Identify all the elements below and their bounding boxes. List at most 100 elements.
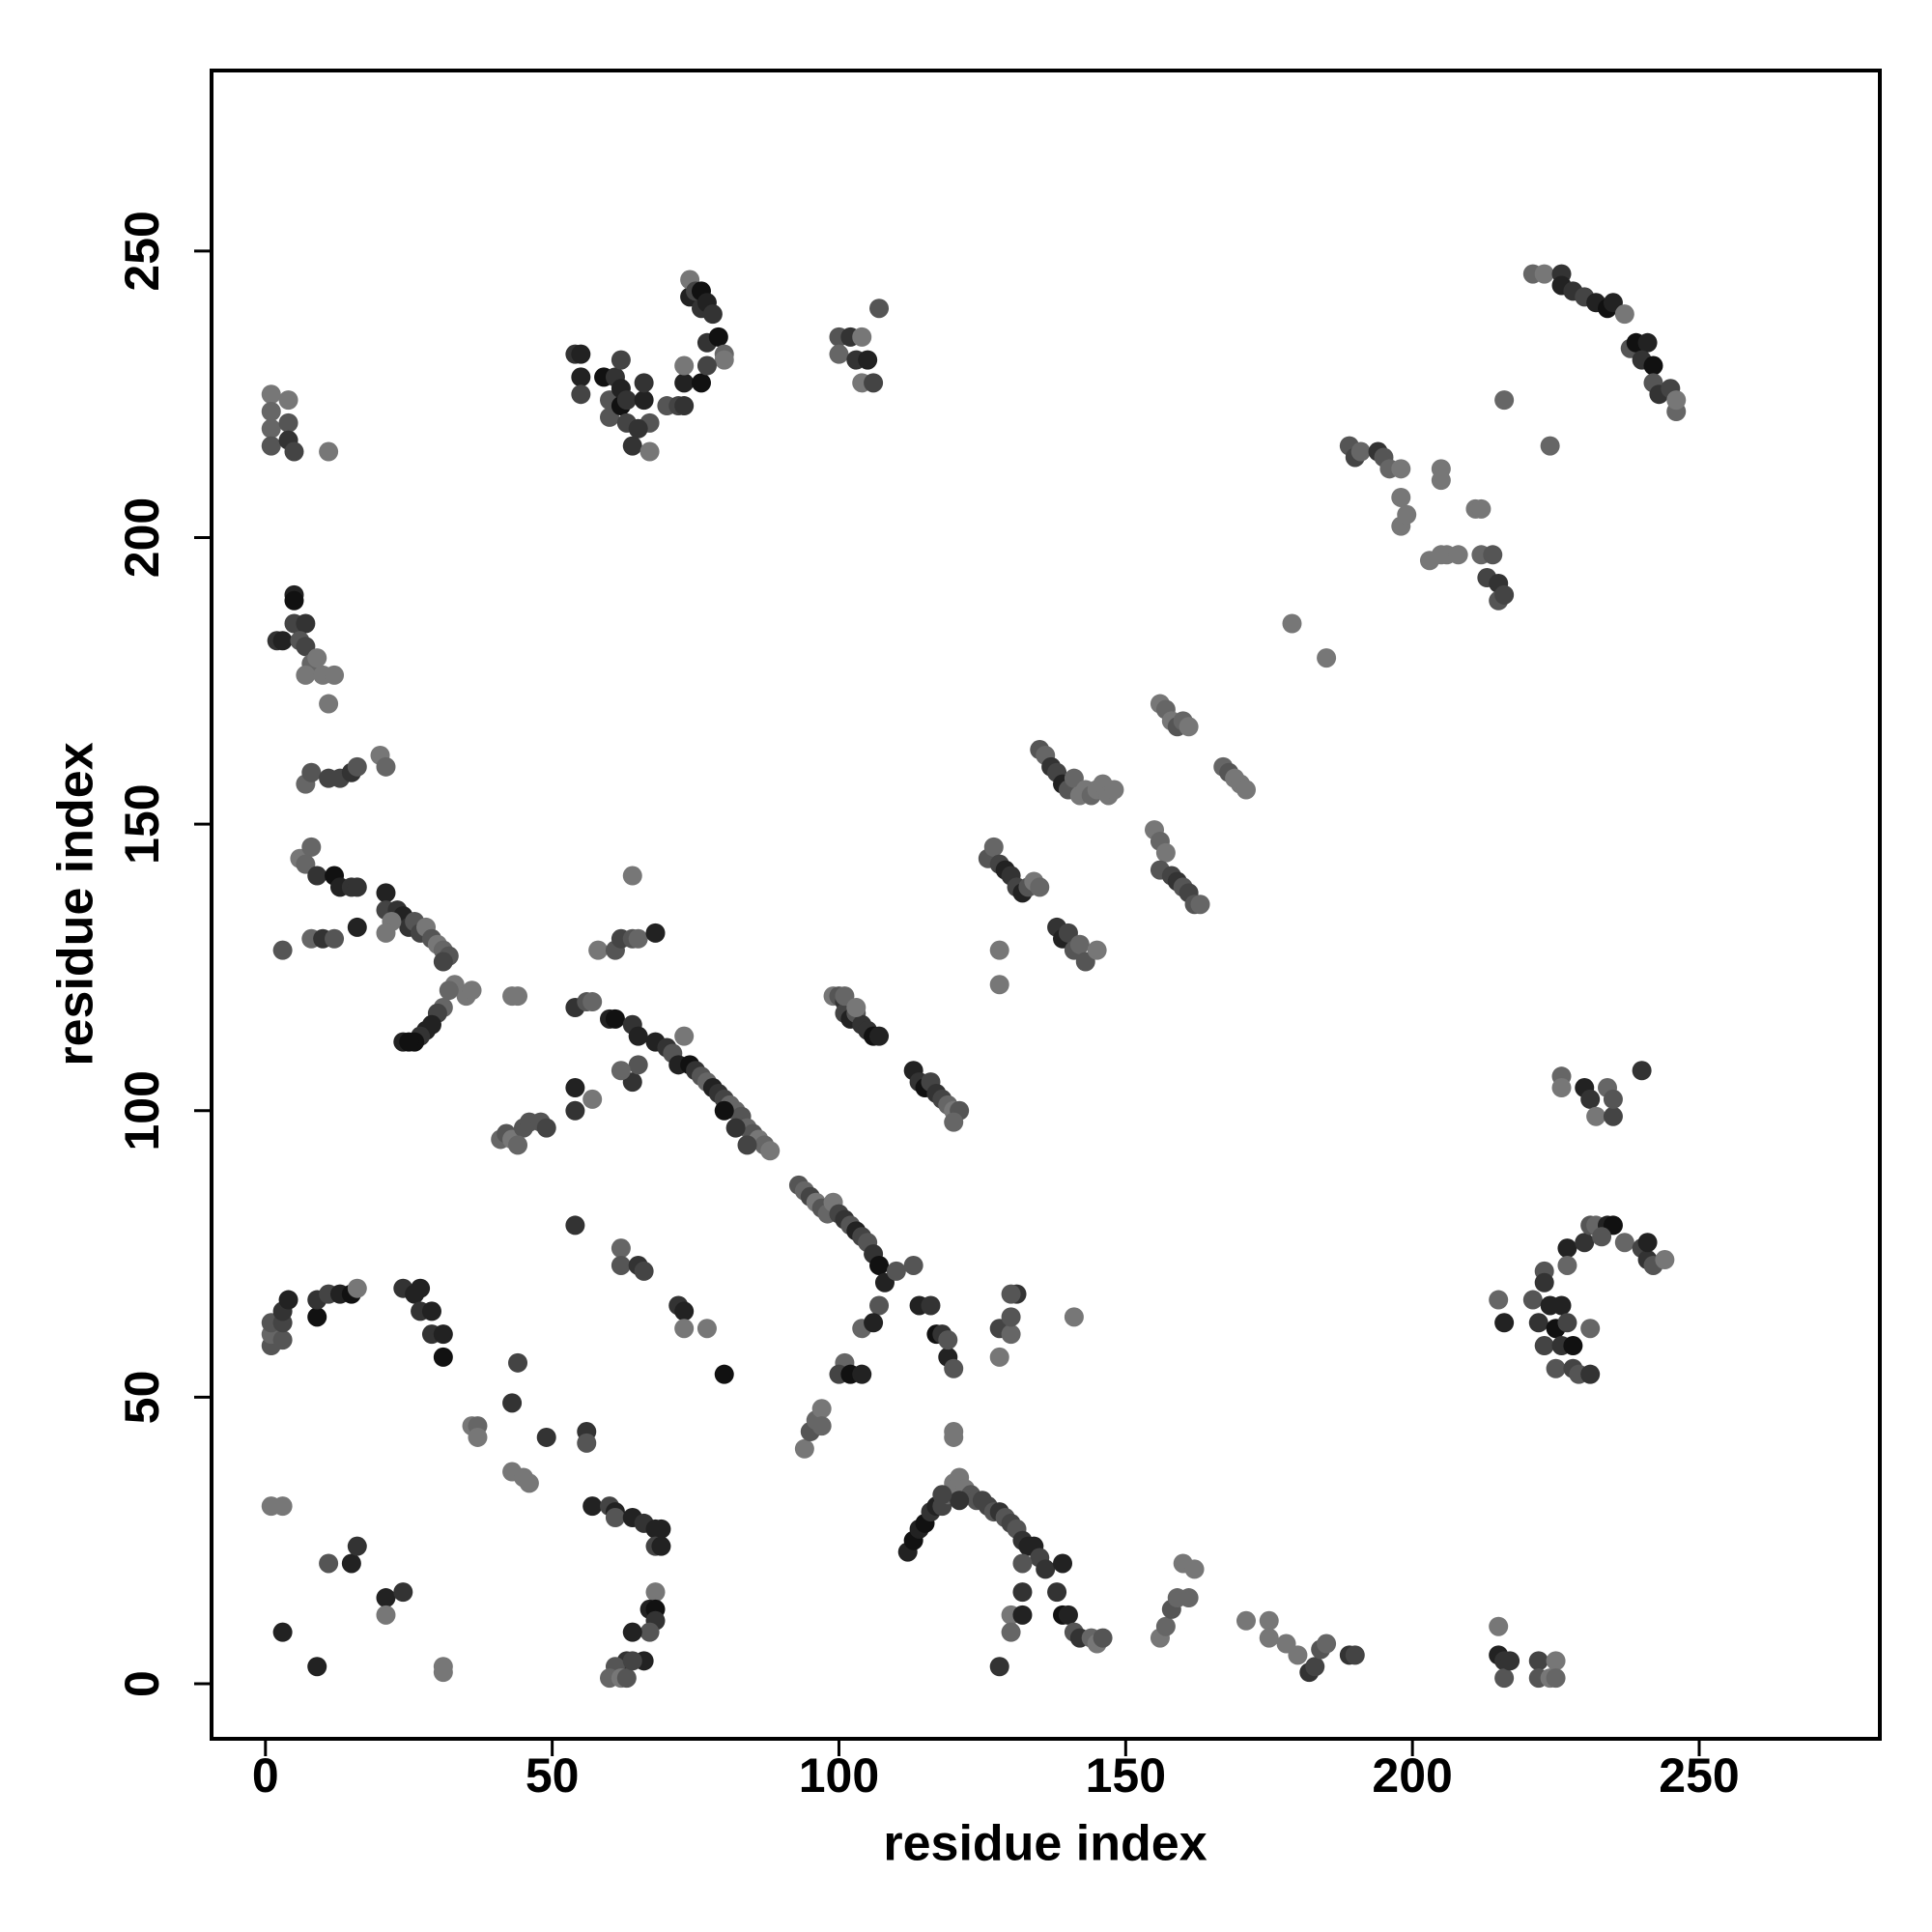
point [989, 940, 1009, 960]
point [1087, 940, 1107, 960]
point [852, 327, 872, 347]
point [674, 396, 695, 416]
point [1155, 842, 1176, 863]
point [1580, 1319, 1601, 1339]
point [582, 1496, 603, 1517]
point [903, 1255, 923, 1275]
point [462, 980, 482, 1001]
point [858, 350, 878, 370]
point [582, 1089, 603, 1109]
point [616, 1668, 637, 1689]
point [846, 997, 867, 1017]
point [1259, 1610, 1279, 1631]
point [696, 1319, 717, 1339]
point [325, 665, 345, 685]
point [519, 1473, 539, 1493]
point [319, 694, 339, 714]
point [508, 986, 528, 1007]
point [932, 1485, 952, 1505]
point [1069, 934, 1090, 954]
point [347, 877, 367, 897]
point [950, 1491, 970, 1511]
point [1391, 487, 1411, 507]
point [577, 1433, 597, 1453]
point [645, 1582, 666, 1603]
point [565, 1215, 585, 1236]
x-tick-label: 200 [1372, 1748, 1452, 1803]
point [433, 1324, 453, 1345]
point [1655, 1250, 1675, 1270]
point [702, 304, 723, 325]
point [1184, 1559, 1205, 1579]
point [725, 1118, 746, 1138]
point [376, 756, 396, 777]
point [565, 1078, 585, 1098]
point [674, 1301, 695, 1321]
point [347, 917, 367, 937]
point [989, 1657, 1009, 1677]
point [674, 355, 695, 376]
point [1155, 1616, 1176, 1636]
point [852, 1364, 872, 1384]
point [1557, 1255, 1577, 1275]
point [622, 436, 642, 456]
point [944, 1358, 964, 1378]
point [639, 1622, 660, 1642]
point [605, 1009, 625, 1029]
point [272, 1496, 293, 1517]
point [1666, 390, 1687, 411]
point [921, 1295, 941, 1316]
point [1632, 1061, 1652, 1081]
point [611, 1061, 631, 1081]
point [1540, 436, 1560, 456]
point [319, 1553, 339, 1574]
point [376, 883, 396, 903]
point [1001, 1622, 1021, 1642]
point [1575, 1233, 1595, 1253]
point [1534, 1336, 1554, 1356]
point [1483, 545, 1503, 565]
point [1012, 1553, 1033, 1574]
point [1557, 1313, 1577, 1333]
point [1563, 1336, 1583, 1356]
point [1500, 1651, 1520, 1671]
point [307, 1657, 327, 1677]
point [737, 1135, 757, 1155]
point [708, 327, 728, 347]
point [628, 1055, 648, 1075]
point [1592, 1227, 1612, 1247]
point [1259, 1628, 1279, 1648]
point [1637, 332, 1658, 353]
point [272, 631, 293, 651]
point [582, 992, 603, 1012]
x-tick-label: 0 [252, 1748, 279, 1803]
point [278, 1290, 298, 1310]
point [1551, 1078, 1572, 1098]
point [811, 1416, 832, 1436]
point [1580, 1089, 1601, 1109]
y-tick-label: 0 [115, 1670, 169, 1697]
point [319, 441, 339, 462]
point [714, 1364, 734, 1384]
point [421, 1301, 441, 1321]
point [325, 928, 345, 949]
point [1001, 1284, 1021, 1304]
point [674, 373, 695, 393]
point [1391, 459, 1411, 479]
point [536, 1118, 556, 1138]
point [341, 1553, 361, 1574]
point [1058, 1605, 1078, 1625]
y-tick-label: 50 [115, 1371, 169, 1425]
point [278, 390, 298, 411]
point [301, 762, 322, 782]
point [989, 1347, 1009, 1367]
point [1522, 1290, 1543, 1310]
point [691, 373, 711, 393]
point [565, 1100, 585, 1121]
point [393, 1582, 413, 1603]
point [347, 756, 367, 777]
point [508, 1135, 528, 1155]
point [571, 344, 591, 364]
